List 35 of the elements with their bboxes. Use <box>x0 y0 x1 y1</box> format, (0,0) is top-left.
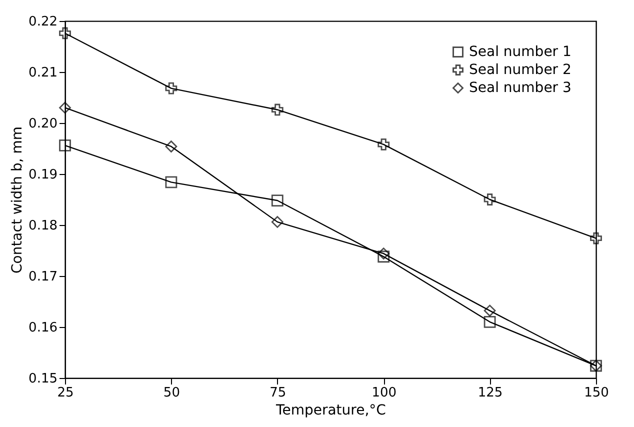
y-tick-label: 0.18 <box>28 218 58 234</box>
point <box>59 102 71 114</box>
y-axis-title: Contact width b, mm <box>10 126 26 274</box>
x-tick-label: 25 <box>57 386 74 400</box>
x-tick-label: 125 <box>478 386 503 400</box>
point <box>271 216 284 228</box>
y-tick-label: 0.17 <box>28 270 58 284</box>
y-tick-label: 0.21 <box>28 66 58 80</box>
point <box>378 248 390 260</box>
legend-label: Seal number 3 <box>469 80 572 96</box>
point <box>484 304 496 317</box>
point <box>271 104 284 116</box>
y-tick-label: 0.20 <box>28 116 58 132</box>
x-tick-label: 75 <box>270 386 286 400</box>
point <box>165 140 178 152</box>
point <box>378 250 390 263</box>
x-tick-label: 50 <box>163 386 180 400</box>
point <box>165 82 178 94</box>
y-tick-label: 0.22 <box>28 14 58 30</box>
point <box>378 138 390 150</box>
x-tick-label: 150 <box>584 386 609 400</box>
y-tick-label: 0.15 <box>28 372 58 386</box>
point <box>271 194 284 206</box>
x-tick-label: 100 <box>372 386 397 400</box>
point <box>59 27 71 40</box>
point <box>590 232 602 244</box>
y-tick-label: 0.16 <box>28 320 58 336</box>
point <box>59 139 71 152</box>
legend-label: Seal number 1 <box>469 44 572 60</box>
point <box>484 194 496 206</box>
x-axis-title: Temperature,°C <box>275 402 386 418</box>
y-tick-label: 0.19 <box>28 168 58 182</box>
point <box>484 316 496 328</box>
point <box>165 176 178 188</box>
legend-label: Seal number 2 <box>469 62 572 78</box>
